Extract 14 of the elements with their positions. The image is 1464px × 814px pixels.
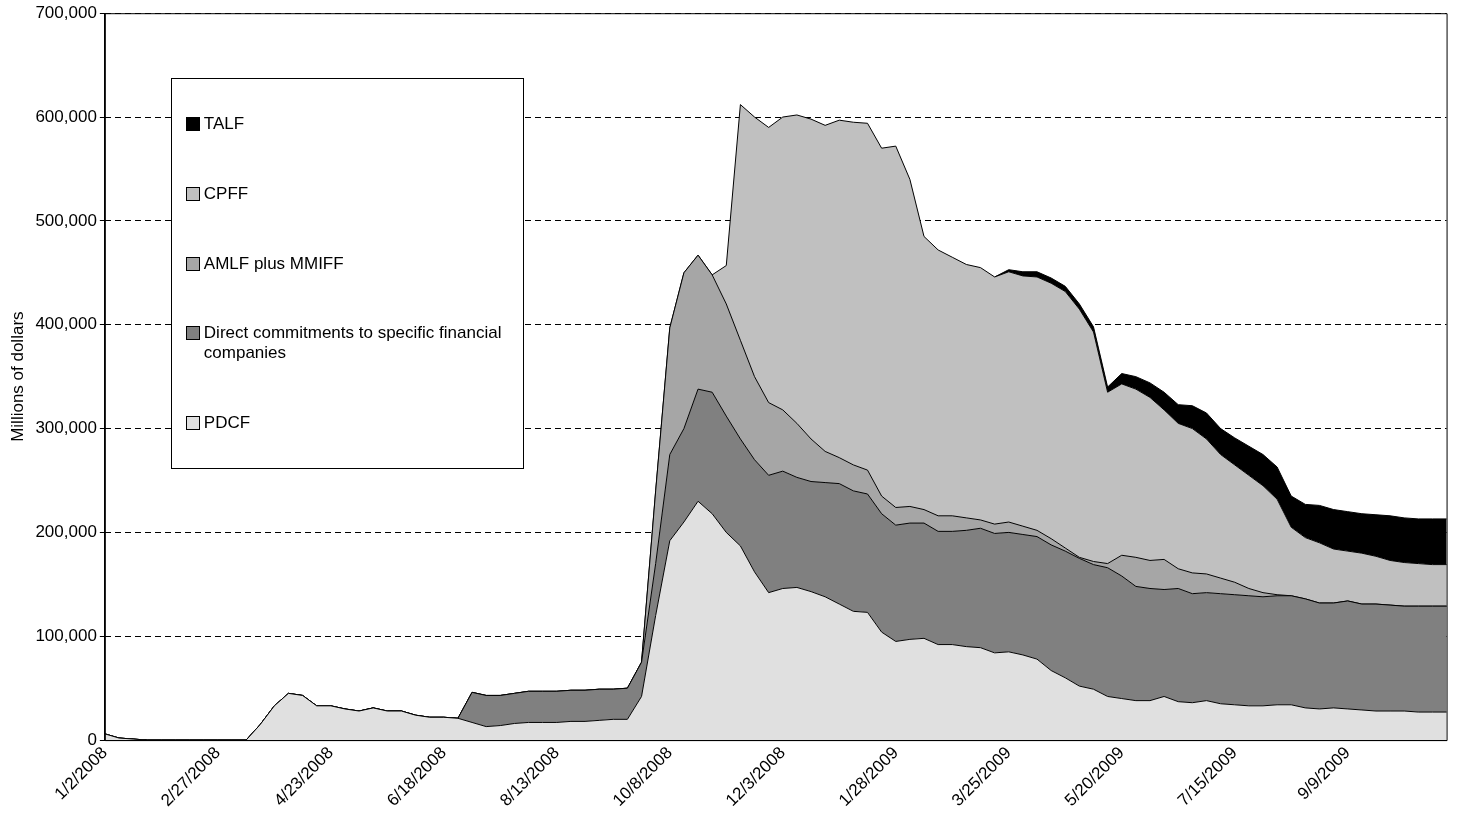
y-tick-label: 700,000 (35, 2, 97, 22)
legend-label: CPFF (203, 183, 249, 204)
legend-label: PDCF (203, 413, 251, 434)
legend-label: AMLF plus MMIFF (203, 253, 344, 274)
legend-label: Direct commitments to specific financial companies (203, 323, 503, 364)
y-axis-title: Millions of dollars (7, 311, 27, 442)
y-tick-label: 400,000 (35, 314, 97, 334)
y-tick-label: 500,000 (35, 210, 97, 230)
y-tick-label: 600,000 (35, 106, 97, 126)
y-tick-label: 200,000 (35, 522, 97, 542)
y-tick-label: 0 (87, 729, 97, 749)
y-tick-label: 100,000 (35, 625, 97, 645)
legend-label: TALF (203, 114, 245, 135)
y-tick-label: 300,000 (35, 418, 97, 438)
